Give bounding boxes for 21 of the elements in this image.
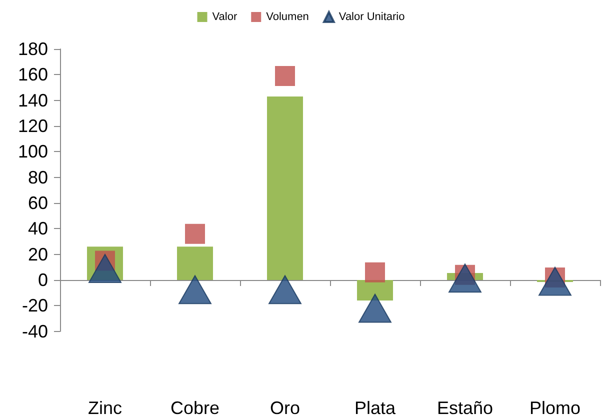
y-tick-label: 60 — [28, 193, 48, 214]
y-tick-label: 80 — [28, 167, 48, 188]
y-tick-label: -40 — [22, 321, 48, 342]
legend-label: Volumen — [266, 11, 309, 23]
y-tick-label: 40 — [28, 218, 48, 239]
x-tick-label: Estaño — [436, 398, 494, 417]
y-tick-label: 0 — [38, 270, 48, 290]
y-tick-label: 180 — [18, 39, 48, 59]
y-tick-label: -20 — [22, 296, 48, 316]
legend-label: Valor Unitario — [338, 11, 405, 23]
y-tick-label: 20 — [28, 244, 48, 264]
y-tick-label: 140 — [18, 90, 48, 110]
x-tick-label: Plata — [354, 398, 396, 417]
legend-label: Valor — [212, 11, 238, 23]
y-tick-label: 120 — [18, 116, 48, 136]
x-tick-label: Plomo — [529, 398, 581, 417]
x-tick-label: Oro — [270, 398, 300, 417]
x-tick-label: Cobre — [170, 398, 220, 417]
y-tick-label: 160 — [18, 64, 48, 85]
y-tick-label: 100 — [18, 142, 48, 162]
x-tick-label: Zinc — [88, 398, 122, 417]
